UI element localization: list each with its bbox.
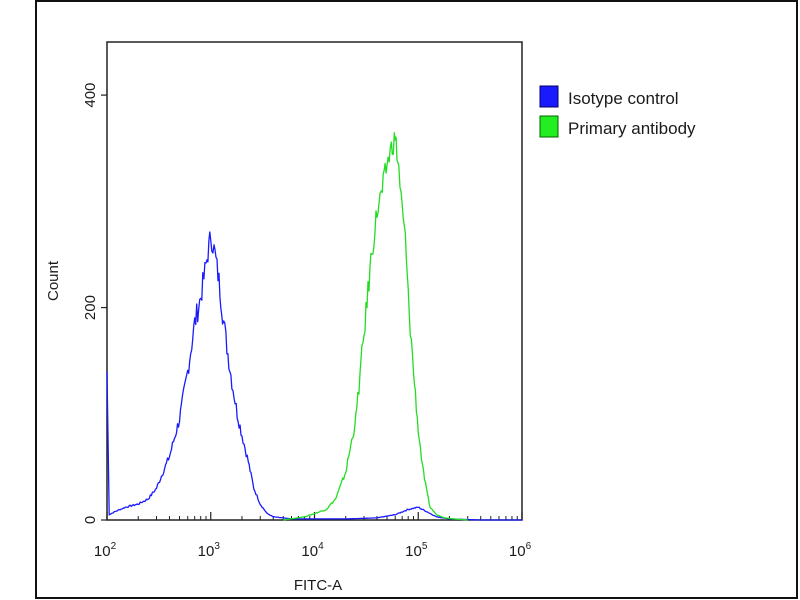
x-tick-label-exponent: 3 [214, 541, 220, 552]
y-tick-labels: 0 200 400 [82, 83, 99, 525]
x-tick-label: 105 [405, 541, 428, 560]
primary-antibody-line [283, 132, 468, 521]
legend-swatch-primary-antibody [539, 115, 559, 138]
legend-label-isotype-control: Isotype control [568, 89, 679, 108]
x-tick-label-base: 10 [301, 543, 318, 560]
x-tick-label: 106 [509, 541, 532, 560]
series-layer [106, 132, 522, 521]
x-axis-title: FITC-A [294, 577, 342, 594]
y-tick-label: 0 [82, 516, 99, 524]
x-tick-label-exponent: 2 [111, 541, 117, 552]
x-major-ticks [106, 512, 523, 520]
x-tick-label-base: 10 [405, 543, 422, 560]
x-tick-label-exponent: 4 [318, 541, 324, 552]
x-tick-label: 102 [94, 541, 117, 560]
legend-label-primary-antibody: Primary antibody [568, 119, 696, 138]
x-tick-label: 104 [301, 541, 324, 560]
x-tick-label-base: 10 [198, 543, 215, 560]
y-axis-title: Count [45, 260, 62, 301]
y-ticks [101, 94, 107, 521]
y-tick-label: 400 [82, 83, 99, 108]
x-tick-label-exponent: 5 [422, 541, 428, 552]
y-tick-label: 200 [82, 295, 99, 320]
x-tick-label: 103 [198, 541, 221, 560]
x-tick-label-base: 10 [94, 543, 111, 560]
x-tick-labels: 102 103 104 105 106 [94, 541, 532, 560]
outer-border [35, 0, 798, 599]
x-tick-label-exponent: 6 [526, 541, 532, 552]
legend-swatch-isotype-control [539, 85, 559, 108]
plot-area [101, 41, 523, 521]
x-tick-label-base: 10 [509, 543, 526, 560]
legend: Isotype control Primary antibody [539, 85, 696, 138]
